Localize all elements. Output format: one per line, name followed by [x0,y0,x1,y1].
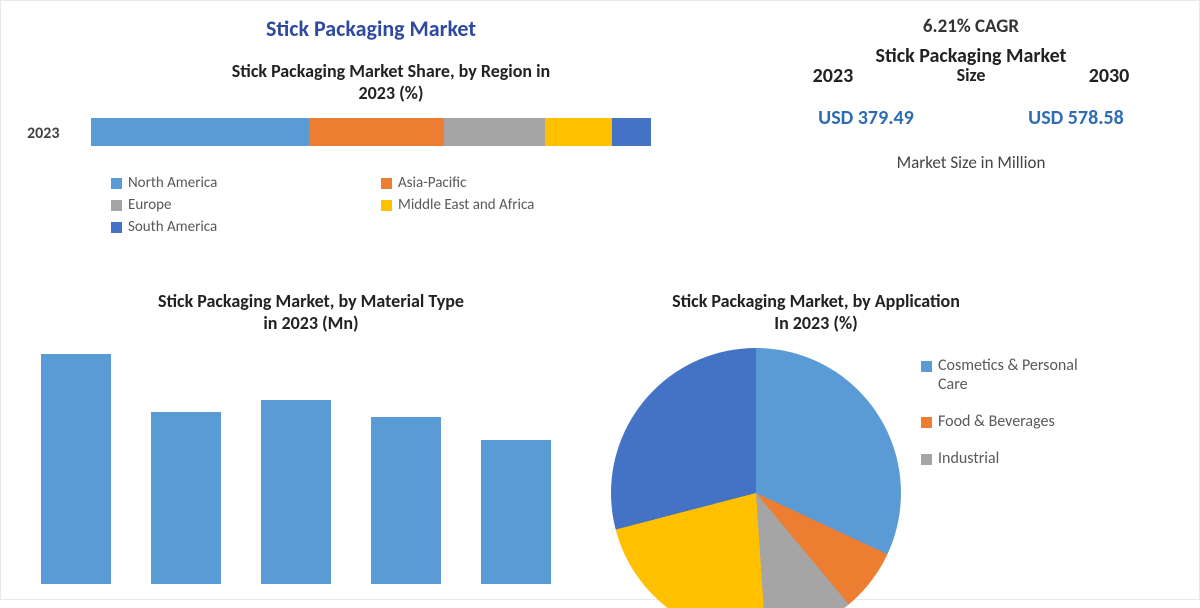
material-bar [41,354,111,584]
material-chart: Stick Packaging Market, by Material Type… [31,291,591,584]
legend-label: Cosmetics & PersonalCare [938,356,1078,394]
material-bar [261,400,331,584]
application-legend: Cosmetics & PersonalCare Food & Beverages… [921,356,1161,468]
material-bar [151,412,221,585]
region-chart: Stick Packaging Market Share, by Region … [71,61,711,236]
region-title-l2: 2023 (%) [359,82,424,104]
legend-label: South America [128,218,217,236]
legend-label: Industrial [938,449,999,468]
legend-label: Middle East and Africa [398,196,534,214]
region-y-label: 2023 [27,124,59,143]
material-bars [31,354,591,584]
legend-swatch [921,417,932,428]
region-legend-item: South America [111,218,341,236]
cagr-block: 6.21% CAGR Stick Packaging Market 2023 S… [761,15,1181,173]
material-bar [481,440,551,584]
legend-label: Asia-Pacific [398,174,466,192]
legend-swatch [921,361,932,372]
legend-swatch [381,178,392,189]
region-segment [309,118,443,146]
region-segment [91,118,309,146]
application-legend-item: Cosmetics & PersonalCare [921,356,1161,394]
legend-swatch [921,454,932,465]
region-chart-title: Stick Packaging Market Share, by Region … [71,61,711,104]
material-title-l1: Stick Packaging Market, by Material Type [158,290,464,312]
material-title-l2: in 2023 (Mn) [263,312,358,334]
legend-swatch [381,200,392,211]
application-legend-item: Industrial [921,449,1161,468]
size-val-left: USD 379.49 [818,106,914,130]
region-legend-item: Europe [111,196,341,214]
application-title-l2: In 2023 (%) [774,312,857,334]
legend-swatch [111,178,122,189]
size-values-row: USD 379.49 USD 578.58 [761,106,1181,130]
main-title: Stick Packaging Market [171,15,571,42]
size-val-right: USD 578.58 [1028,106,1124,130]
region-segment [545,118,612,146]
pie-wrap [601,348,921,608]
pie [611,348,901,608]
material-chart-title: Stick Packaging Market, by Material Type… [31,291,591,334]
region-bar-wrap: 2023 [71,118,711,158]
application-body: Cosmetics & PersonalCare Food & Beverages… [601,348,1181,608]
size-year-right: 2030 [1089,64,1130,88]
application-title-l1: Stick Packaging Market, by Application [672,290,960,312]
legend-label: Food & Beverages [938,412,1055,431]
region-legend-item: North America [111,174,341,192]
size-year-left: 2023 [813,64,854,88]
application-chart: Stick Packaging Market, by Application I… [601,291,1181,608]
region-legend-item: Asia-Pacific [381,174,611,192]
legend-label: Europe [128,196,171,214]
main-title-text: Stick Packaging Market [266,15,476,42]
region-legend: North America Asia-Pacific Europe Middle Ea… [111,174,631,236]
material-bar [371,417,441,584]
cagr-value: 6.21% CAGR [761,15,1181,38]
region-segment [444,118,545,146]
application-chart-title: Stick Packaging Market, by Application I… [601,291,1031,334]
region-segment [612,118,651,146]
application-legend-item: Food & Beverages [921,412,1161,431]
size-years-row: 2023 Size 2030 [761,64,1181,88]
region-legend-item: Middle East and Africa [381,196,611,214]
legend-swatch [111,200,122,211]
size-unit: Market Size in Million [761,152,1181,173]
region-title-l1: Stick Packaging Market Share, by Region … [232,60,550,82]
region-stacked-bar [91,118,651,146]
legend-swatch [111,222,122,233]
legend-label: North America [128,174,217,192]
size-title-l2: Size [957,64,986,88]
